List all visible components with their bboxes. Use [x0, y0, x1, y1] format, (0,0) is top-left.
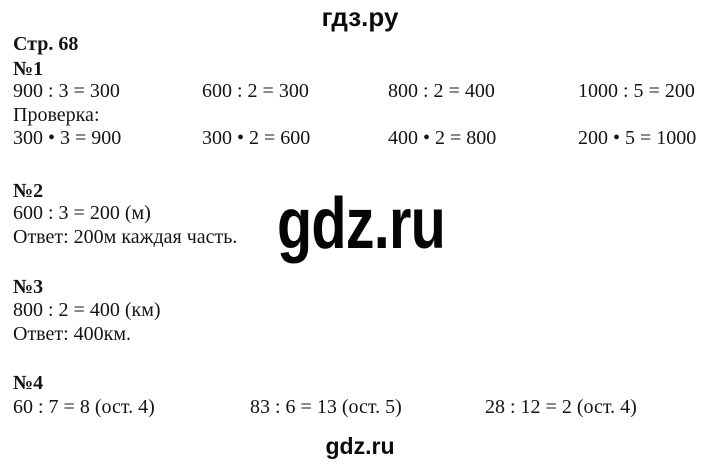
problem-3-number: №3	[13, 276, 44, 298]
equation: 800 : 2 = 400	[388, 80, 495, 102]
equation: 400 • 2 = 800	[388, 127, 497, 149]
site-logo-header: гдз.ру	[321, 2, 399, 32]
problem-3-answer: Ответ: 400км.	[13, 323, 132, 345]
problem-1-equations-row: 900 : 3 = 300 600 : 2 = 300 800 : 2 = 40…	[0, 80, 720, 103]
problem-2-answer: Ответ: 200м каждая часть.	[13, 226, 238, 248]
site-watermark: gdz.ru	[277, 184, 446, 264]
equation: 300 • 2 = 600	[202, 127, 311, 149]
page-title: Стр. 68	[13, 33, 79, 55]
equation: 28 : 12 = 2 (ост. 4)	[485, 396, 637, 418]
problem-3-solution: 800 : 2 = 400 (км)	[13, 299, 161, 321]
equation: 900 : 3 = 300	[13, 80, 120, 102]
problem-4-equations-row: 60 : 7 = 8 (ост. 4) 83 : 6 = 13 (ост. 5)…	[0, 396, 720, 419]
problem-2-solution: 600 : 3 = 200 (м)	[13, 202, 151, 224]
problem-2-number: №2	[13, 180, 44, 202]
equation: 200 • 5 = 1000	[578, 127, 697, 149]
problem-1-number: №1	[13, 58, 44, 80]
equation: 83 : 6 = 13 (ост. 5)	[250, 396, 402, 418]
equation: 600 : 2 = 300	[202, 80, 309, 102]
equation: 1000 : 5 = 200	[578, 80, 695, 102]
problem-1-check-row: 300 • 3 = 900 300 • 2 = 600 400 • 2 = 80…	[0, 127, 720, 150]
problem-4-number: №4	[13, 372, 44, 394]
equation: 60 : 7 = 8 (ост. 4)	[13, 396, 155, 418]
equation: 300 • 3 = 900	[13, 127, 122, 149]
site-logo-footer: gdz.ru	[325, 433, 395, 459]
problem-1-check-label: Проверка:	[13, 104, 100, 126]
